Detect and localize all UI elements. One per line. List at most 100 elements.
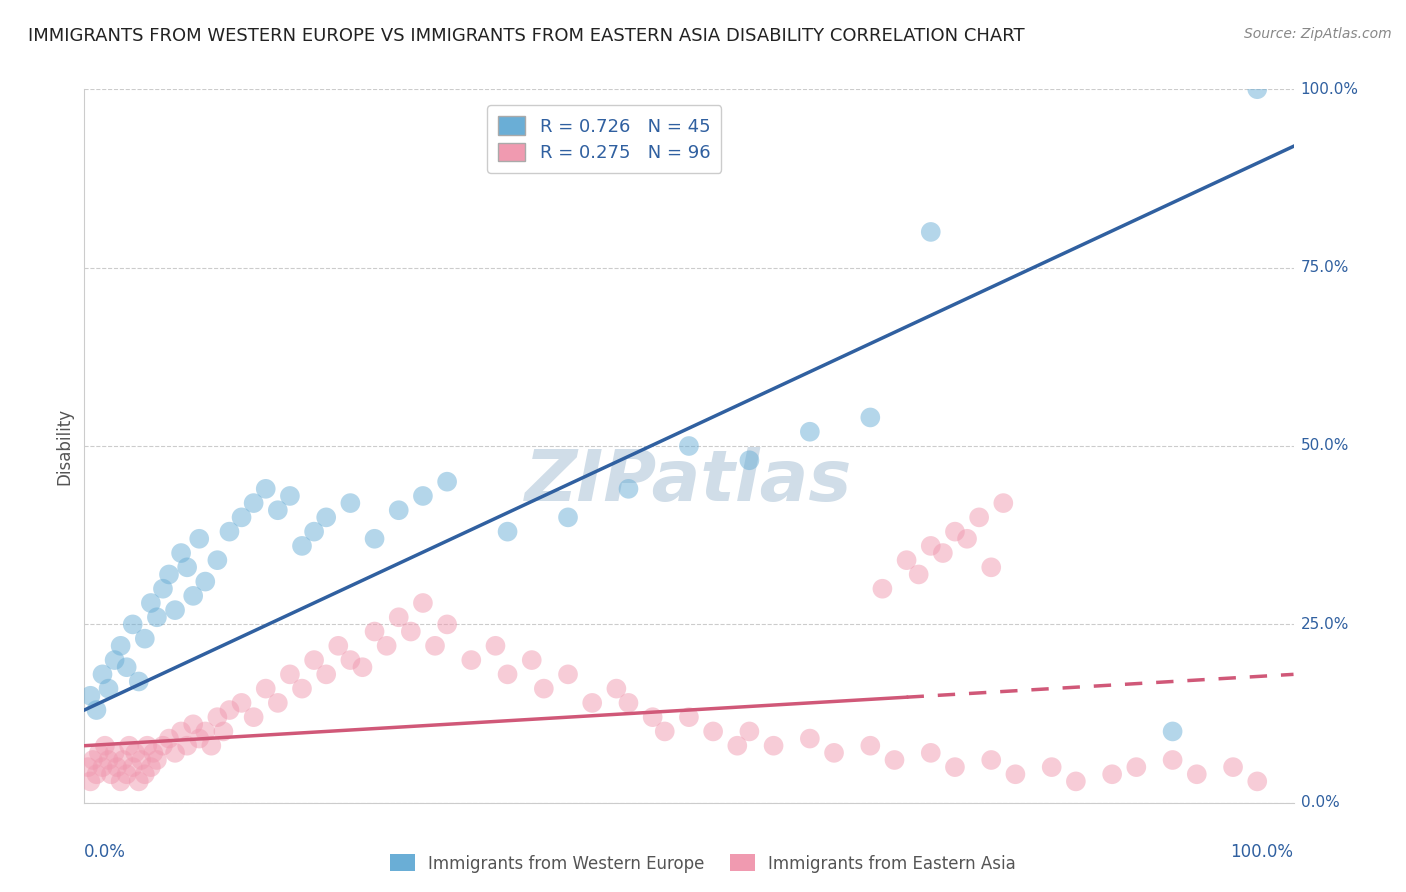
Text: 50.0%: 50.0%	[1301, 439, 1348, 453]
Point	[315, 667, 337, 681]
Point	[134, 767, 156, 781]
Point	[142, 746, 165, 760]
Point	[242, 710, 264, 724]
Point	[920, 746, 942, 760]
Point	[118, 739, 141, 753]
Point	[129, 753, 152, 767]
Text: Source: ZipAtlas.com: Source: ZipAtlas.com	[1244, 27, 1392, 41]
Point	[231, 696, 253, 710]
Point	[291, 681, 314, 696]
Point	[339, 653, 361, 667]
Point	[605, 681, 627, 696]
Point	[436, 475, 458, 489]
Point	[388, 503, 411, 517]
Point	[1161, 753, 1184, 767]
Point	[181, 717, 204, 731]
Point	[352, 660, 374, 674]
Point	[1125, 760, 1147, 774]
Point	[932, 546, 955, 560]
Point	[176, 560, 198, 574]
Y-axis label: Disability: Disability	[55, 408, 73, 484]
Point	[134, 632, 156, 646]
Point	[1246, 774, 1268, 789]
Point	[157, 731, 180, 746]
Text: 25.0%: 25.0%	[1301, 617, 1348, 632]
Point	[581, 696, 603, 710]
Legend: Immigrants from Western Europe, Immigrants from Eastern Asia: Immigrants from Western Europe, Immigran…	[384, 847, 1022, 880]
Point	[896, 553, 918, 567]
Point	[194, 724, 217, 739]
Point	[91, 667, 114, 681]
Point	[121, 760, 143, 774]
Point	[1185, 767, 1208, 781]
Point	[212, 724, 235, 739]
Point	[94, 739, 117, 753]
Point	[188, 532, 211, 546]
Point	[388, 610, 411, 624]
Point	[738, 453, 761, 467]
Point	[980, 753, 1002, 767]
Point	[79, 774, 101, 789]
Point	[200, 739, 222, 753]
Point	[423, 639, 446, 653]
Text: 0.0%: 0.0%	[84, 843, 127, 861]
Point	[146, 753, 169, 767]
Point	[883, 753, 905, 767]
Point	[762, 739, 785, 753]
Point	[207, 553, 229, 567]
Point	[112, 753, 135, 767]
Point	[678, 439, 700, 453]
Point	[218, 703, 240, 717]
Text: ZIPatlas: ZIPatlas	[526, 447, 852, 516]
Point	[146, 610, 169, 624]
Point	[315, 510, 337, 524]
Legend: R = 0.726   N = 45, R = 0.275   N = 96: R = 0.726 N = 45, R = 0.275 N = 96	[488, 105, 721, 173]
Point	[242, 496, 264, 510]
Point	[1004, 767, 1026, 781]
Point	[363, 624, 385, 639]
Point	[1101, 767, 1123, 781]
Point	[152, 582, 174, 596]
Point	[110, 639, 132, 653]
Point	[859, 739, 882, 753]
Point	[278, 667, 301, 681]
Point	[139, 760, 162, 774]
Point	[339, 496, 361, 510]
Point	[110, 774, 132, 789]
Point	[115, 660, 138, 674]
Point	[920, 225, 942, 239]
Point	[920, 539, 942, 553]
Point	[993, 496, 1015, 510]
Point	[617, 482, 640, 496]
Point	[375, 639, 398, 653]
Point	[702, 724, 724, 739]
Point	[520, 653, 543, 667]
Point	[725, 739, 748, 753]
Point	[128, 674, 150, 689]
Point	[557, 667, 579, 681]
Point	[872, 582, 894, 596]
Point	[100, 767, 122, 781]
Point	[170, 724, 193, 739]
Point	[104, 653, 127, 667]
Point	[86, 767, 108, 781]
Point	[97, 753, 120, 767]
Point	[97, 681, 120, 696]
Point	[363, 532, 385, 546]
Point	[617, 696, 640, 710]
Point	[496, 667, 519, 681]
Point	[436, 617, 458, 632]
Text: 100.0%: 100.0%	[1230, 843, 1294, 861]
Point	[254, 681, 277, 696]
Point	[207, 710, 229, 724]
Point	[267, 503, 290, 517]
Point	[943, 524, 966, 539]
Point	[460, 653, 482, 667]
Point	[165, 746, 187, 760]
Point	[641, 710, 664, 724]
Text: IMMIGRANTS FROM WESTERN EUROPE VS IMMIGRANTS FROM EASTERN ASIA DISABILITY CORREL: IMMIGRANTS FROM WESTERN EUROPE VS IMMIGR…	[28, 27, 1025, 45]
Point	[188, 731, 211, 746]
Point	[218, 524, 240, 539]
Point	[738, 724, 761, 739]
Point	[170, 546, 193, 560]
